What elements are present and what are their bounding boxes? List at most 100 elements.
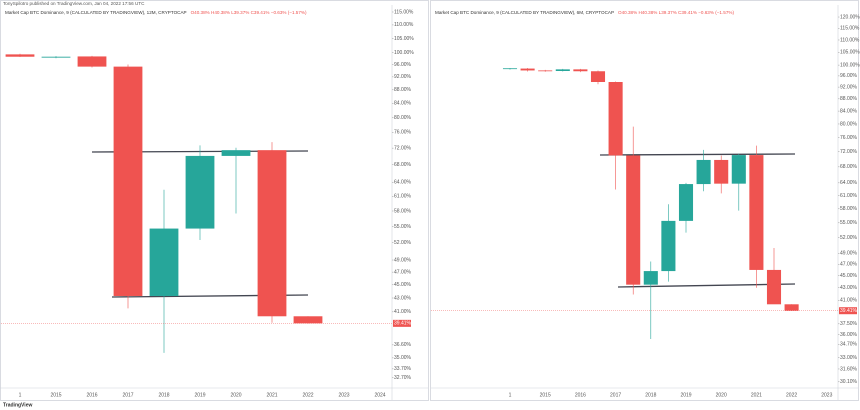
candle-body	[678, 184, 694, 221]
x-tick-label: 2016	[86, 392, 97, 398]
y-tick-label: 115.00%	[840, 26, 860, 32]
y-tick-label: 61.00%	[394, 194, 412, 200]
y-tick-label: 80.00%	[394, 115, 412, 121]
x-tick-label: 2019	[680, 392, 691, 398]
ohlc-values: O40.38% H40.38% L39.37% C39.41% −0.63% (…	[618, 10, 734, 15]
y-tick-label: 41.00%	[840, 298, 858, 304]
y-tick-label: 105.00%	[394, 36, 414, 42]
y-tick-label: 110.00%	[394, 22, 414, 28]
candle-body	[731, 155, 746, 184]
candle-body	[661, 220, 676, 272]
y-tick-label: 68.00%	[840, 164, 858, 170]
y-tick-label: 76.00%	[840, 135, 858, 141]
x-tick-label: 1	[19, 392, 22, 398]
ohlc-values: O40.38% H40.38% L39.37% C39.41% −0.63% (…	[191, 10, 307, 15]
x-tick-label: 2024	[374, 392, 385, 398]
chart-title: Market Cap BTC Dominance, 9 (CALCULATED …	[5, 10, 187, 15]
y-tick-label: 96.00%	[840, 73, 858, 79]
x-tick-label: 2023	[821, 392, 832, 398]
y-tick-label: 96.00%	[394, 62, 412, 68]
y-tick-label: 43.00%	[394, 295, 412, 301]
candle-body	[590, 71, 606, 82]
x-tick-label: 2016	[575, 392, 586, 398]
y-tick-label: 36.00%	[840, 332, 858, 338]
candle-body	[555, 69, 570, 71]
y-tick-label: 72.00%	[394, 145, 412, 151]
x-tick-label: 2018	[645, 392, 656, 398]
chart-title: Market Cap BTC Dominance, 9 (CALCULATED …	[435, 10, 614, 15]
y-tick-label: 120.00%	[840, 14, 860, 20]
candle-body	[538, 70, 553, 72]
x-tick-label: 2020	[230, 392, 241, 398]
candle-body	[293, 316, 323, 324]
candle-body	[149, 228, 179, 296]
candle-body	[113, 66, 143, 296]
y-tick-label: 55.00%	[840, 220, 858, 226]
y-tick-label: 52.00%	[840, 235, 858, 241]
candle-body	[626, 155, 641, 285]
x-tick-label: 2017	[122, 392, 133, 398]
y-tick-label: 43.00%	[840, 285, 858, 291]
candle-body	[643, 271, 658, 285]
candle-body	[257, 150, 287, 317]
y-tick-label: 47.00%	[394, 269, 412, 275]
x-tick-label: 2020	[716, 392, 727, 398]
candle-body	[749, 155, 764, 270]
x-tick-label: 2022	[302, 392, 313, 398]
y-tick-label: 72.00%	[840, 149, 858, 155]
y-tick-label: 35.00%	[394, 355, 412, 361]
candle-body	[41, 56, 71, 58]
candle-body	[77, 56, 107, 67]
y-tick-label: 88.00%	[840, 96, 858, 102]
y-tick-label: 52.00%	[394, 240, 412, 246]
y-tick-label: 58.00%	[840, 206, 858, 212]
publisher-header: TonySpilotro published on TradingView.co…	[3, 1, 145, 6]
y-tick-label: 84.00%	[394, 101, 412, 107]
y-tick-label: 80.00%	[840, 121, 858, 127]
trend-line	[617, 283, 796, 288]
y-tick-label: 88.00%	[394, 87, 412, 93]
candle-body	[221, 150, 251, 156]
x-tick-label: 2015	[540, 392, 551, 398]
candle-body	[714, 159, 729, 184]
candle-body	[573, 69, 588, 72]
y-tick-label: 92.00%	[840, 84, 858, 90]
y-tick-label: 34.70%	[840, 342, 858, 348]
y-tick-label: 58.00%	[394, 208, 412, 214]
y-tick-label: 68.00%	[394, 162, 412, 168]
y-tick-label: 33.00%	[840, 355, 858, 361]
y-tick-label: 33.70%	[394, 366, 412, 372]
y-tick-label: 49.00%	[840, 251, 858, 257]
x-tick-label: 2017	[610, 392, 621, 398]
left-panel-frame	[0, 0, 429, 401]
y-tick-label: 49.00%	[394, 257, 412, 263]
y-tick-label: 84.00%	[840, 108, 858, 114]
candle-body	[608, 81, 623, 156]
y-tick-label: 61.00%	[840, 193, 858, 199]
last-price-label: 39.41%	[840, 308, 858, 314]
candle-body	[502, 68, 518, 70]
candle-body	[696, 159, 711, 185]
last-price-box	[393, 319, 411, 327]
y-tick-label: 105.00%	[840, 50, 860, 56]
y-tick-label: 110.00%	[840, 37, 860, 43]
y-tick-label: 45.00%	[840, 273, 858, 279]
brand-footer: TradingView	[3, 402, 32, 408]
y-tick-label: 92.00%	[394, 74, 412, 80]
y-tick-label: 30.10%	[840, 379, 858, 385]
x-tick-label: 2022	[786, 392, 797, 398]
right-panel-frame	[430, 0, 859, 401]
x-tick-label: 2021	[751, 392, 762, 398]
y-tick-label: 64.00%	[394, 180, 412, 186]
x-tick-label: 2021	[266, 392, 277, 398]
x-tick-label: 2019	[194, 392, 205, 398]
x-tick-label: 2015	[50, 392, 61, 398]
y-tick-label: 31.60%	[840, 366, 858, 372]
x-tick-label: 2018	[158, 392, 169, 398]
y-tick-label: 100.00%	[840, 62, 860, 68]
y-tick-label: 76.00%	[394, 130, 412, 136]
y-tick-label: 100.00%	[394, 50, 414, 56]
trend-line	[599, 153, 796, 156]
last-price-label: 39.41%	[394, 321, 412, 327]
